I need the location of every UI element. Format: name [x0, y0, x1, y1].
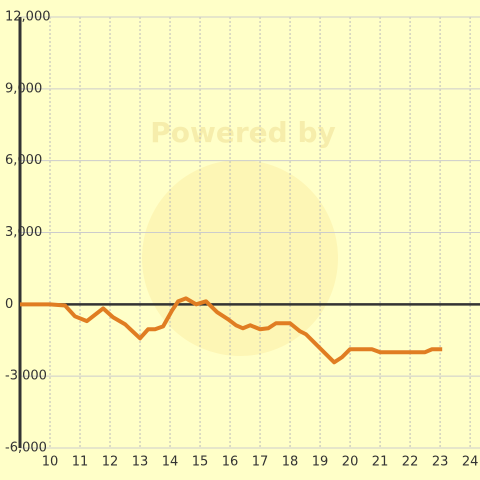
x-tick-label: 10: [42, 455, 59, 470]
x-tick-label: 16: [222, 455, 239, 470]
x-tick-label: 24: [462, 455, 479, 470]
x-tick-label: 22: [402, 455, 419, 470]
x-tick-label: 18: [282, 455, 299, 470]
y-tick-label: 9,000: [5, 81, 42, 96]
line-series: [20, 296, 443, 365]
y-tick-label: 3,000: [5, 225, 42, 240]
y-tick-label: 6,000: [5, 153, 42, 168]
x-tick-label: 15: [192, 455, 209, 470]
x-tick-label: 20: [342, 455, 359, 470]
x-tick-label: 11: [72, 455, 89, 470]
y-tick-label: 12,000: [5, 10, 51, 25]
x-tick-label: 17: [252, 455, 269, 470]
y-tick-label: -6,000: [5, 441, 47, 456]
x-tick-label: 13: [132, 455, 149, 470]
x-tick-label: 12: [102, 455, 119, 470]
y-tick-label: 0: [5, 297, 13, 312]
x-tick-label: 21: [372, 455, 389, 470]
x-tick-label: 23: [432, 455, 449, 470]
watermark: Powered by: [150, 116, 336, 149]
y-tick-label: -3,000: [5, 369, 47, 384]
watermark-logo: [142, 160, 338, 356]
x-tick-label: 19: [312, 455, 329, 470]
x-tick-label: 14: [162, 455, 179, 470]
